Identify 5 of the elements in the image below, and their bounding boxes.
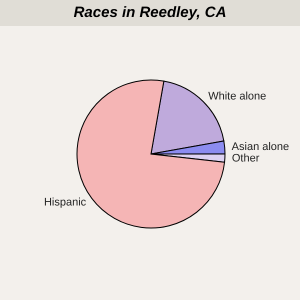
slice-label: Hispanic [44, 196, 87, 209]
slice-label: Other [232, 152, 260, 164]
slice-label: Asian alone [232, 140, 290, 153]
slice-label: White alone [208, 90, 266, 103]
chart-title: Races in Reedley, CA [0, 0, 300, 26]
